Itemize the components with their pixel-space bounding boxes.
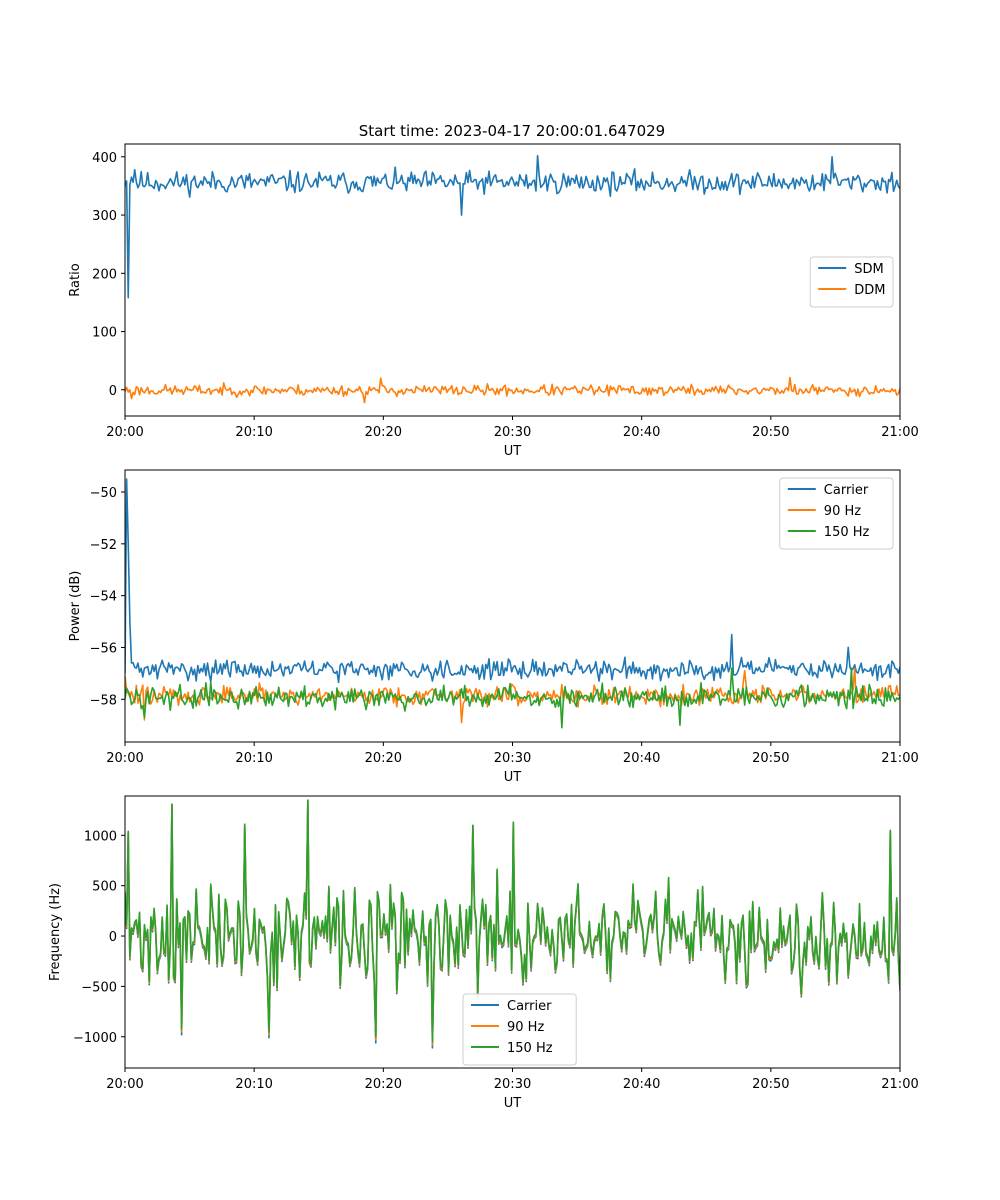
x-tick-label: 20:10	[235, 1077, 272, 1092]
x-tick-label: 20:20	[365, 1077, 402, 1092]
legend-label: Carrier	[824, 483, 869, 498]
legend-box	[809, 256, 894, 308]
power-panel: 20:00 20:10 20:20 20:30 20:40 20:50 21:00 −58 −5…	[68, 469, 919, 785]
y-axis-label: Frequency (Hz)	[48, 883, 63, 981]
series-line-90-hz	[125, 667, 900, 724]
x-tick-label: 20:40	[623, 751, 660, 766]
x-axis-label: UT	[504, 770, 522, 785]
y-tick-label: 400	[92, 151, 117, 166]
series-line-sdm	[125, 154, 900, 299]
frequency-panel: 20:00 20:10 20:20 20:30 20:40 20:50 21:00 −1000…	[48, 795, 919, 1111]
x-tick-label: 20:00	[106, 751, 143, 766]
y-tick-label: 300	[92, 209, 117, 224]
x-tick-label: 20:10	[235, 425, 272, 440]
y-tick-label: −500	[81, 980, 117, 995]
x-tick-label: 20:40	[623, 425, 660, 440]
x-tick-label: 20:00	[106, 1077, 143, 1092]
x-axis-label: UT	[504, 1096, 522, 1111]
series-line-150-hz	[125, 667, 900, 729]
legend-label: 90 Hz	[507, 1020, 544, 1035]
ratio-panel: 20:00 20:10 20:20 20:30 20:40 20:50 21:00 0 100 2…	[68, 143, 919, 459]
x-tick-label: 21:00	[881, 751, 918, 766]
x-tick-label: 20:30	[494, 1077, 531, 1092]
legend-label: 150 Hz	[824, 525, 870, 540]
y-tick-label: −58	[90, 693, 117, 708]
series-line-ddm	[125, 376, 900, 404]
x-tick-label: 20:50	[752, 425, 789, 440]
x-tick-label: 20:50	[752, 751, 789, 766]
axes-frame	[124, 143, 901, 417]
y-tick-label: 100	[92, 326, 117, 341]
x-axis-label: UT	[504, 444, 522, 459]
x-tick-label: 20:20	[365, 751, 402, 766]
y-tick-label: −50	[90, 486, 117, 501]
x-tick-label: 20:50	[752, 1077, 789, 1092]
legend-label: 90 Hz	[824, 504, 861, 519]
legend: Carrier 90 Hz 150 Hz	[779, 477, 894, 550]
y-tick-label: −54	[90, 590, 117, 605]
figure-title: Start time: 2023-04-17 20:00:01.647029	[359, 122, 665, 140]
y-tick-label: 0	[109, 930, 117, 945]
legend: SDM DDM	[809, 256, 894, 308]
legend-label: DDM	[854, 283, 885, 298]
series-line-150-hz	[125, 799, 900, 1043]
y-axis-label: Power (dB)	[68, 571, 83, 642]
x-tick-label: 21:00	[881, 425, 918, 440]
y-tick-label: 500	[92, 880, 117, 895]
x-tick-label: 21:00	[881, 1077, 918, 1092]
y-tick-label: 200	[92, 267, 117, 282]
y-tick-label: 1000	[84, 829, 117, 844]
x-tick-label: 20:20	[365, 425, 402, 440]
x-tick-label: 20:30	[494, 751, 531, 766]
legend-label: 150 Hz	[507, 1041, 553, 1056]
x-tick-label: 20:00	[106, 425, 143, 440]
series-line-carrier	[125, 478, 900, 684]
y-axis-label: Ratio	[68, 263, 83, 296]
legend: Carrier 90 Hz 150 Hz	[462, 993, 577, 1066]
y-tick-label: −56	[90, 641, 117, 656]
y-tick-label: 0	[109, 384, 117, 399]
x-tick-label: 20:10	[235, 751, 272, 766]
legend-label: Carrier	[507, 999, 552, 1014]
legend-label: SDM	[854, 262, 883, 277]
y-tick-label: −52	[90, 538, 117, 553]
x-tick-label: 20:40	[623, 1077, 660, 1092]
y-tick-label: −1000	[73, 1031, 117, 1046]
x-tick-label: 20:30	[494, 425, 531, 440]
